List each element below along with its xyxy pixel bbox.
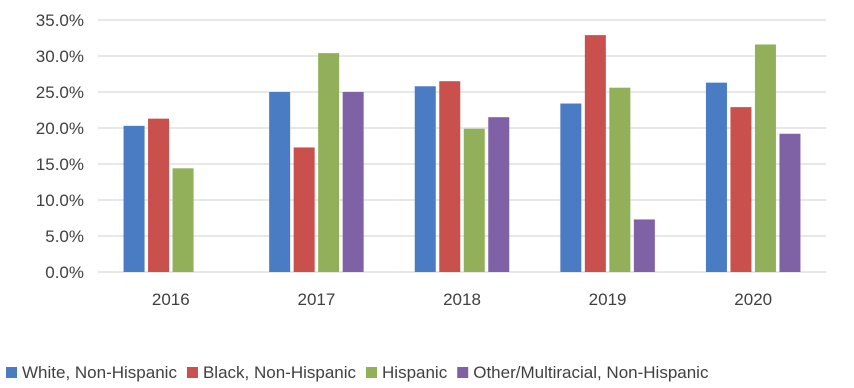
x-tick-label: 2019 [589, 290, 627, 309]
legend-label: Black, Non-Hispanic [203, 363, 357, 382]
bar [269, 92, 291, 272]
legend-swatch [186, 367, 198, 378]
legend-swatch [366, 367, 378, 378]
bar [779, 133, 801, 272]
y-tick-label: 15.0% [36, 155, 84, 174]
y-tick-label: 35.0% [36, 11, 84, 30]
legend-swatch [6, 367, 17, 378]
bar [148, 118, 170, 272]
x-tick-label: 2020 [734, 290, 772, 309]
bar [633, 219, 655, 272]
bar [172, 168, 194, 272]
y-tick-label: 0.0% [45, 263, 84, 282]
bar [439, 81, 461, 272]
bar [123, 125, 145, 272]
bars [123, 35, 801, 273]
bar [705, 82, 727, 272]
y-tick-label: 30.0% [36, 47, 84, 66]
bar [318, 53, 340, 273]
legend: White, Non-Hispanic Black, Non-Hispanic Hi… [6, 363, 709, 382]
y-axis-ticks: 0.0% 5.0% 10.0% 15.0% 20.0% 25.0% 30.0% 35.0% [36, 11, 84, 282]
bar [730, 107, 752, 273]
bar [293, 147, 315, 272]
gridlines [98, 19, 826, 273]
bar [754, 44, 776, 273]
bar [609, 87, 631, 273]
bar [560, 103, 582, 273]
x-tick-label: 2018 [443, 290, 481, 309]
bar [414, 86, 436, 273]
bar [342, 92, 364, 272]
x-tick-label: 2017 [297, 290, 335, 309]
bar [584, 35, 606, 273]
legend-label: White, Non-Hispanic [22, 363, 177, 382]
y-tick-label: 5.0% [45, 227, 84, 246]
y-tick-label: 25.0% [36, 83, 84, 102]
x-tick-label: 2016 [152, 290, 190, 309]
legend-swatch [457, 367, 469, 378]
legend-label: Other/Multiracial, Non-Hispanic [473, 363, 709, 382]
y-tick-label: 10.0% [36, 191, 84, 210]
legend-label: Hispanic [382, 363, 448, 382]
bar [463, 128, 485, 272]
bar [488, 117, 510, 272]
x-axis-ticks: 2016 2017 2018 2019 2020 [152, 290, 772, 309]
y-tick-label: 20.0% [36, 119, 84, 138]
